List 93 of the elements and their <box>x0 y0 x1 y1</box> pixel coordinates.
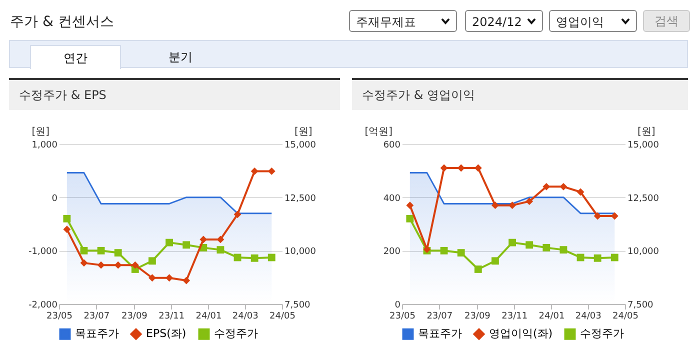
point <box>166 274 173 282</box>
x-tick-label: 24/01 <box>196 312 222 322</box>
x-tick-label: 24/05 <box>270 312 296 322</box>
point <box>63 226 71 234</box>
y2-tick-label: 7,500 <box>628 300 654 310</box>
y2-axis-title: [원] <box>638 126 656 138</box>
point <box>216 236 224 244</box>
dropdown: 주재무제표 <box>349 10 457 32</box>
point <box>268 167 276 175</box>
y2-tick-label: 12,500 <box>628 194 660 204</box>
text: 연간 <box>30 45 121 69</box>
y2-axis-title: [원] <box>294 126 312 138</box>
y-axis-title: [억원] <box>364 126 393 138</box>
legend-label: 영업이익(좌) <box>489 327 553 340</box>
point <box>406 214 414 222</box>
y-tick-label: 0 <box>52 194 58 204</box>
point <box>526 241 534 249</box>
point <box>492 202 499 210</box>
x-tick-label: 23/09 <box>464 312 491 322</box>
point <box>80 246 88 254</box>
point <box>216 246 224 254</box>
point <box>250 167 258 175</box>
y-tick-label: 0 <box>394 300 401 310</box>
point <box>440 164 448 172</box>
chart-title: 수정주가 & EPS <box>9 78 340 110</box>
point <box>97 261 105 269</box>
y-tick-label: 600 <box>383 140 401 150</box>
x-tick-label: 24/01 <box>538 312 565 322</box>
button: 검색 <box>643 10 690 32</box>
dropdown: 2024/12 <box>465 10 543 32</box>
x-tick-label: 24/05 <box>612 312 638 322</box>
x-tick-label: 23/05 <box>46 312 72 322</box>
point <box>457 164 465 172</box>
point <box>131 261 139 269</box>
chart-title: 수정주가 & 영업이익 <box>352 78 688 110</box>
y-tick-label: -1,000 <box>28 247 58 258</box>
legend-label: 수정주가 <box>580 327 624 340</box>
x-tick-label: 24/03 <box>575 312 602 322</box>
point <box>576 188 584 196</box>
point <box>234 210 242 218</box>
point <box>542 182 550 190</box>
point <box>457 249 465 257</box>
point <box>148 274 156 282</box>
point <box>182 241 190 249</box>
legend-label: 목표주가 <box>75 327 119 340</box>
point <box>63 214 71 222</box>
point <box>508 238 516 246</box>
legend-label: EPS(좌) <box>146 327 186 340</box>
y2-tick-label: 15,000 <box>628 140 660 150</box>
y2-tick-label: 15,000 <box>284 140 316 150</box>
y2-tick-label: 10,000 <box>628 247 660 258</box>
text: 분기 <box>168 49 194 66</box>
y2-tick-label: 7,500 <box>284 300 311 310</box>
point <box>268 254 276 262</box>
y-tick-label: 200 <box>383 247 401 258</box>
point <box>250 254 258 262</box>
point <box>80 259 88 267</box>
point <box>474 266 482 273</box>
x-tick-label: 23/07 <box>84 312 110 322</box>
y2-tick-label: 10,000 <box>284 247 316 258</box>
x-tick-label: 23/05 <box>390 312 416 322</box>
point <box>492 257 499 265</box>
point <box>114 261 122 269</box>
point <box>610 254 618 262</box>
y2-tick-label: 12,500 <box>284 194 316 204</box>
point <box>97 246 105 254</box>
point <box>182 276 190 284</box>
x-tick-label: 23/11 <box>158 312 185 322</box>
y-axis-title: [원] <box>32 126 50 138</box>
x-tick-label: 23/09 <box>121 312 148 322</box>
legend-label: 목표주가 <box>418 327 462 340</box>
x-tick-label: 23/11 <box>502 312 528 322</box>
y-tick-label: -2,000 <box>28 300 58 310</box>
point <box>114 249 122 257</box>
point <box>560 246 568 254</box>
legend-label: 수정주가 <box>214 327 258 340</box>
point <box>526 198 534 206</box>
point <box>594 212 602 220</box>
point <box>594 254 602 262</box>
y-tick-label: 400 <box>383 194 401 204</box>
point <box>440 246 448 254</box>
x-tick-label: 23/07 <box>426 312 453 322</box>
y-tick-label: 1,000 <box>32 140 58 150</box>
text: 주가 & 컨센서스 <box>10 13 114 31</box>
point <box>148 257 156 265</box>
x-tick-label: 24/03 <box>232 312 258 322</box>
point <box>166 238 173 246</box>
point <box>542 244 550 252</box>
point <box>560 182 568 190</box>
point <box>508 202 516 210</box>
point <box>200 236 208 244</box>
dropdown: 영업이익 <box>549 10 637 32</box>
point <box>406 202 414 210</box>
